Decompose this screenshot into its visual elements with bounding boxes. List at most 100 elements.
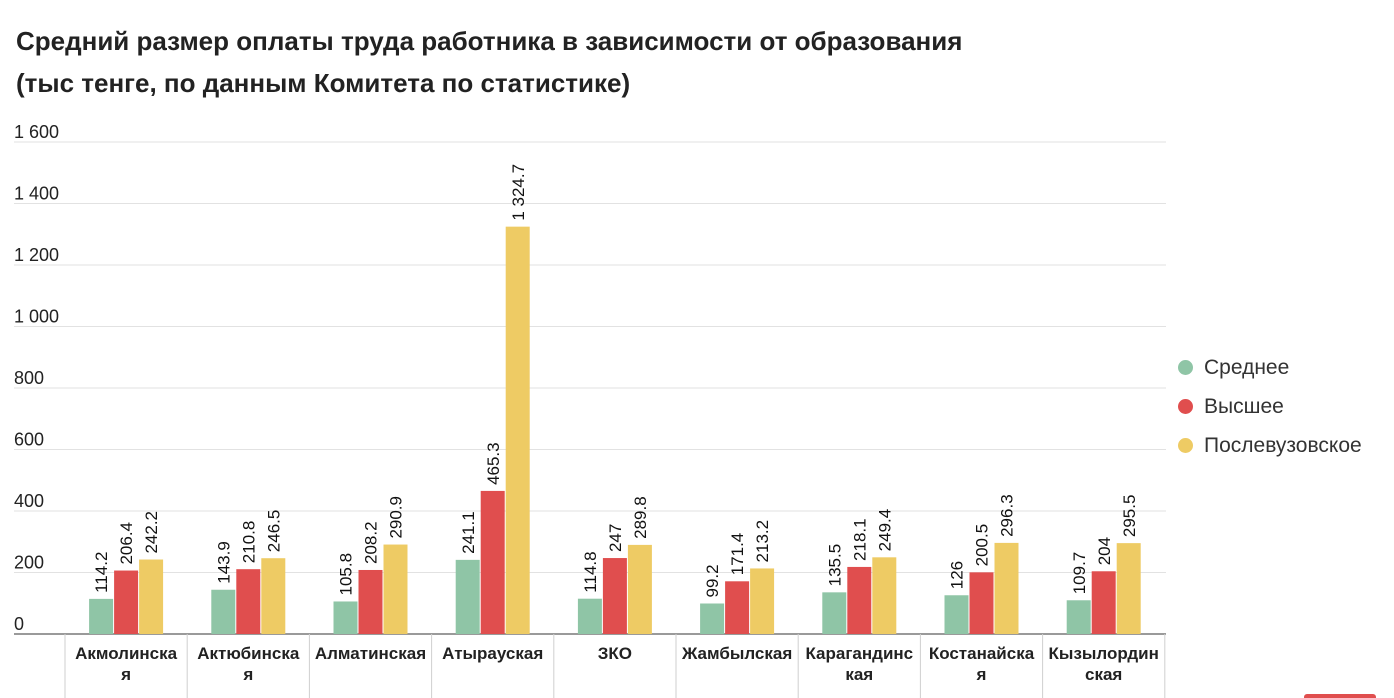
data-label: 213.2 xyxy=(753,520,772,563)
x-tick-label: Актюбинска я xyxy=(197,644,300,684)
x-tick-label-line: я xyxy=(242,665,253,684)
data-label: 249.4 xyxy=(875,509,894,552)
data-label: 218.1 xyxy=(850,518,869,561)
data-label: 114.2 xyxy=(92,552,111,593)
bar xyxy=(480,490,505,634)
x-tick-label: Кызылордин ская xyxy=(1049,644,1159,684)
y-tick-label: 600 xyxy=(14,430,44,450)
legend-label-poslevuzovskoe: Послевузовское xyxy=(1204,433,1362,457)
x-tick-label-line: Костанайска xyxy=(929,644,1035,663)
accent-tab[interactable] xyxy=(1304,694,1376,698)
x-tick-label-line: Карагандинс xyxy=(805,644,913,663)
legend-item-vysshee[interactable]: Высшее xyxy=(1178,387,1362,426)
x-tick-label: Алматинская xyxy=(315,644,426,663)
x-tick-label-line: Жамбылская xyxy=(681,644,792,663)
data-label: 126 xyxy=(948,561,967,589)
data-label: 242.2 xyxy=(142,511,161,554)
data-label: 1 324.7 xyxy=(509,164,528,221)
y-tick-label: 1 600 xyxy=(14,122,59,142)
data-label: 105.8 xyxy=(337,553,356,596)
chart-title: Средний размер оплаты труда работника в … xyxy=(16,20,1116,104)
legend-item-srednee[interactable]: Среднее xyxy=(1178,348,1362,387)
legend-swatch-vysshee xyxy=(1178,399,1193,414)
bar xyxy=(383,544,408,634)
legend-label-vysshee: Высшее xyxy=(1204,394,1284,418)
data-label: 208.2 xyxy=(362,521,381,564)
x-tick-label: Жамбылская xyxy=(681,644,792,663)
y-tick-label: 200 xyxy=(14,553,44,573)
bar xyxy=(1091,571,1116,634)
y-tick-label: 1 400 xyxy=(14,184,59,204)
bar xyxy=(602,558,627,634)
data-label: 241.1 xyxy=(459,511,478,554)
x-tick-label: Акмолинска я xyxy=(75,644,178,684)
bar xyxy=(261,558,286,634)
x-tick-label-line: Кызылордин xyxy=(1049,644,1159,663)
data-label: 210.8 xyxy=(239,521,258,564)
data-label: 204 xyxy=(1095,537,1114,565)
data-label: 289.8 xyxy=(631,496,650,539)
x-tick-label-line: я xyxy=(976,665,987,684)
y-tick-label: 1 200 xyxy=(14,245,59,265)
data-label: 247 xyxy=(606,524,625,552)
y-tick-label: 400 xyxy=(14,491,44,511)
legend-swatch-poslevuzovskoe xyxy=(1178,438,1193,453)
x-tick-label-line: Атырауская xyxy=(442,644,543,663)
x-tick-label-line: ская xyxy=(1085,665,1122,684)
bar xyxy=(1066,600,1091,634)
data-label: 295.5 xyxy=(1120,495,1139,538)
x-tick-label-line: Актюбинска xyxy=(197,644,300,663)
bar xyxy=(89,598,114,634)
bar xyxy=(236,569,261,634)
x-tick-label: Карагандинс кая xyxy=(805,644,913,684)
bar xyxy=(969,572,994,634)
bar xyxy=(211,589,236,634)
x-tick-label-line: кая xyxy=(845,665,873,684)
data-label: 465.3 xyxy=(484,442,503,485)
data-label: 135.5 xyxy=(825,544,844,587)
bar xyxy=(455,559,480,634)
data-label: 206.4 xyxy=(117,522,136,565)
bar xyxy=(505,226,530,634)
bar xyxy=(627,544,652,634)
data-label: 296.3 xyxy=(998,494,1017,537)
chart-title-line-1: Средний размер оплаты труда работника в … xyxy=(16,26,963,56)
x-tick-label: Атырауская xyxy=(442,644,543,663)
chart-title-line-2: (тыс тенге, по данным Комитета по статис… xyxy=(16,68,631,98)
bar xyxy=(114,570,139,634)
x-tick-label-line: я xyxy=(120,665,131,684)
legend-item-poslevuzovskoe[interactable]: Послевузовское xyxy=(1178,426,1362,465)
bar xyxy=(822,592,847,634)
bar xyxy=(358,569,383,634)
y-tick-label: 1 000 xyxy=(14,307,59,327)
data-label: 143.9 xyxy=(214,541,233,584)
data-label: 99.2 xyxy=(703,564,722,597)
bar xyxy=(725,581,750,634)
data-label: 109.7 xyxy=(1070,552,1089,595)
x-tick-label-line: ЗКО xyxy=(598,644,632,663)
x-tick-label: Костанайска я xyxy=(929,644,1035,684)
data-label: 200.5 xyxy=(973,524,992,567)
bar xyxy=(994,542,1019,634)
legend-label-srednee: Среднее xyxy=(1204,355,1290,379)
bar xyxy=(847,566,872,634)
bar xyxy=(577,598,602,634)
data-label: 246.5 xyxy=(264,510,283,553)
legend: Среднее Высшее Послевузовское xyxy=(1178,348,1362,465)
y-tick-label: 0 xyxy=(14,614,24,634)
legend-swatch-srednee xyxy=(1178,360,1193,375)
y-tick-label: 800 xyxy=(14,368,44,388)
bar xyxy=(139,559,164,634)
x-tick-label: ЗКО xyxy=(598,644,632,663)
data-label: 114.8 xyxy=(581,551,600,592)
bar xyxy=(750,568,775,634)
data-label: 171.4 xyxy=(728,533,747,576)
data-label: 290.9 xyxy=(387,496,406,539)
x-tick-label-line: Алматинская xyxy=(315,644,426,663)
x-tick-label-line: Акмолинска xyxy=(75,644,178,663)
bar xyxy=(333,601,358,634)
bar xyxy=(872,557,897,634)
bar xyxy=(1116,543,1141,634)
bar xyxy=(700,603,725,634)
